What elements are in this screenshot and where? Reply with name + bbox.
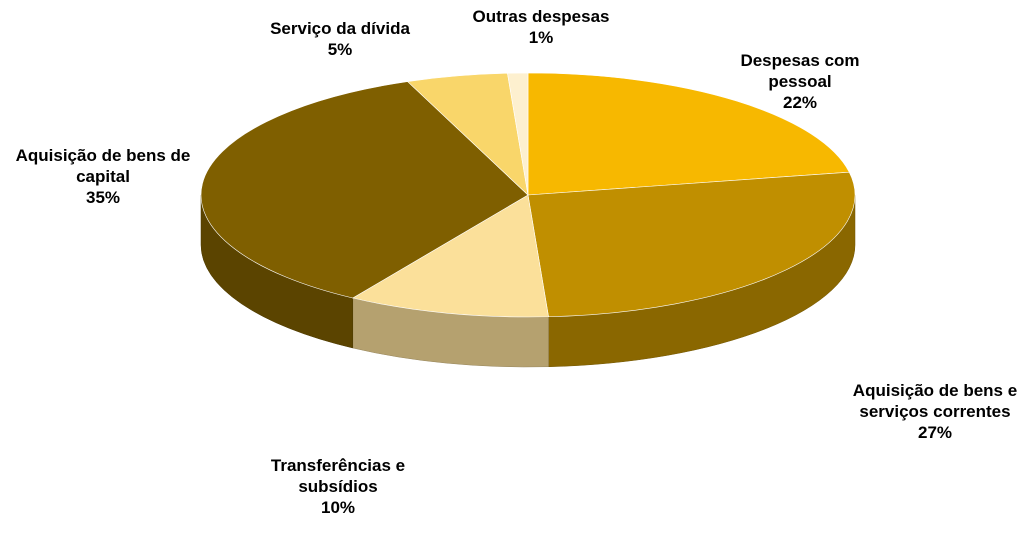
value-label: 10% [320, 498, 356, 517]
category-label: Serviço da dívida [270, 19, 410, 38]
data-label: Despesas com pessoal 22% [720, 50, 880, 113]
slice [507, 72, 529, 196]
slice [200, 81, 529, 299]
category-label: Aquisição de bens de capital [15, 146, 191, 186]
slice [351, 194, 549, 318]
value-label: 5% [327, 40, 353, 59]
category-label: Transferências e subsídios [270, 456, 406, 496]
category-label: Aquisição de bens e serviços correntes [852, 381, 1018, 421]
category-label: Despesas com pessoal [740, 51, 860, 91]
category-label: Outras despesas [472, 7, 610, 26]
slice [527, 72, 850, 196]
value-label: 35% [85, 188, 121, 207]
value-label: 22% [782, 93, 818, 112]
data-label: Outras despesas 1% [451, 6, 631, 48]
value-label: 27% [917, 423, 953, 442]
value-label: 1% [528, 28, 554, 47]
slice [527, 171, 856, 318]
data-label: Serviço da dívida 5% [245, 18, 435, 60]
data-label: Aquisição de bens de capital 35% [8, 145, 198, 208]
data-label: Transferências e subsídios 10% [253, 455, 423, 518]
data-label: Aquisição de bens e serviços correntes 27… [835, 380, 1035, 443]
